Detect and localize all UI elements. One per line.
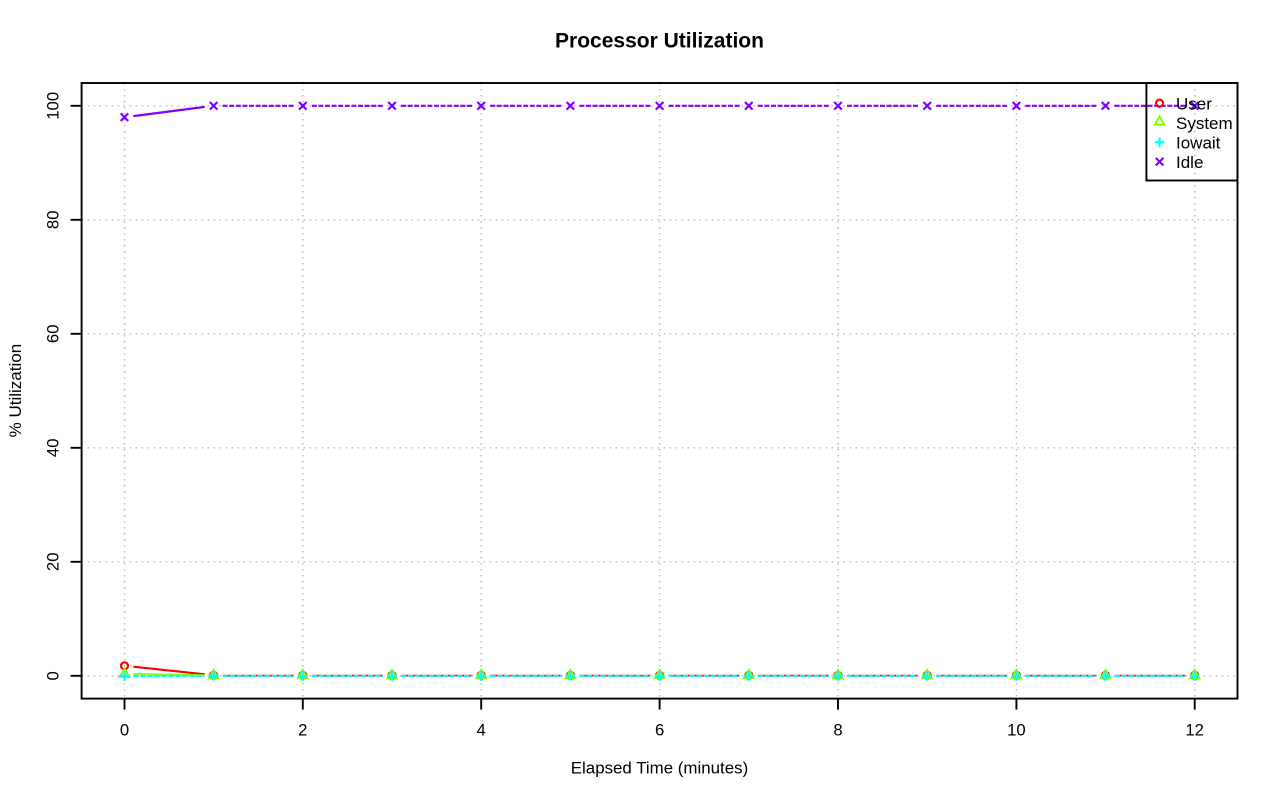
- svg-text:0: 0: [120, 720, 129, 739]
- svg-text:12: 12: [1185, 720, 1204, 739]
- svg-text:Elapsed Time (minutes): Elapsed Time (minutes): [571, 759, 748, 778]
- svg-text:6: 6: [655, 720, 664, 739]
- svg-text:80: 80: [44, 211, 63, 230]
- svg-text:10: 10: [1007, 720, 1026, 739]
- svg-text:Processor Utilization: Processor Utilization: [555, 30, 764, 53]
- svg-text:20: 20: [44, 553, 63, 572]
- svg-text:User: User: [1176, 94, 1212, 113]
- svg-text:100: 100: [44, 92, 63, 120]
- svg-text:60: 60: [44, 325, 63, 344]
- svg-text:2: 2: [298, 720, 307, 739]
- svg-text:System: System: [1176, 114, 1233, 133]
- svg-text:8: 8: [833, 720, 842, 739]
- svg-text:% Utilization: % Utilization: [6, 344, 25, 438]
- svg-text:0: 0: [44, 671, 63, 680]
- svg-text:Iowait: Iowait: [1176, 133, 1221, 152]
- svg-text:40: 40: [44, 439, 63, 458]
- svg-text:Idle: Idle: [1176, 153, 1203, 172]
- svg-text:4: 4: [477, 720, 486, 739]
